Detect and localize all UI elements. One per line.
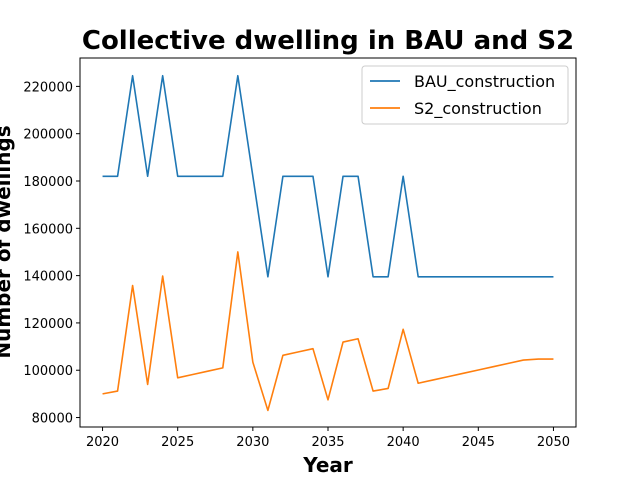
x-tick-label: 2030 [236,435,269,450]
y-tick-label: 100000 [23,364,73,379]
y-tick-label: 200000 [23,128,73,143]
x-tick-label: 2025 [161,435,194,450]
x-tick-label: 2035 [311,435,344,450]
x-axis-label: Year [302,453,353,477]
x-tick-label: 2045 [462,435,495,450]
y-axis-label: Number of dwellings [0,125,15,358]
y-tick-label: 160000 [23,222,73,237]
series-line-S2_construction [102,251,554,412]
legend-box [361,65,569,125]
chart-title: Collective dwelling in BAU and S2 [82,26,574,56]
y-tick-label: 180000 [23,175,73,190]
series-line-BAU_construction [102,74,554,278]
y-tick-label: 120000 [23,317,73,332]
y-tick-label: 140000 [23,270,73,285]
plot-area: 2020 2025 2030 2035 2040 2045 2050 80000 100000 1… [23,57,577,450]
x-tick-label: 2040 [387,435,420,450]
y-tick-label: 80000 [32,412,73,427]
legend-label-BAU_construction: BAU_construction [414,72,555,92]
x-tick-label: 2020 [86,435,119,450]
y-tick-label: 220000 [23,80,73,95]
legend-label-S2_construction: S2_construction [414,99,542,119]
x-tick-label: 2050 [537,435,570,450]
